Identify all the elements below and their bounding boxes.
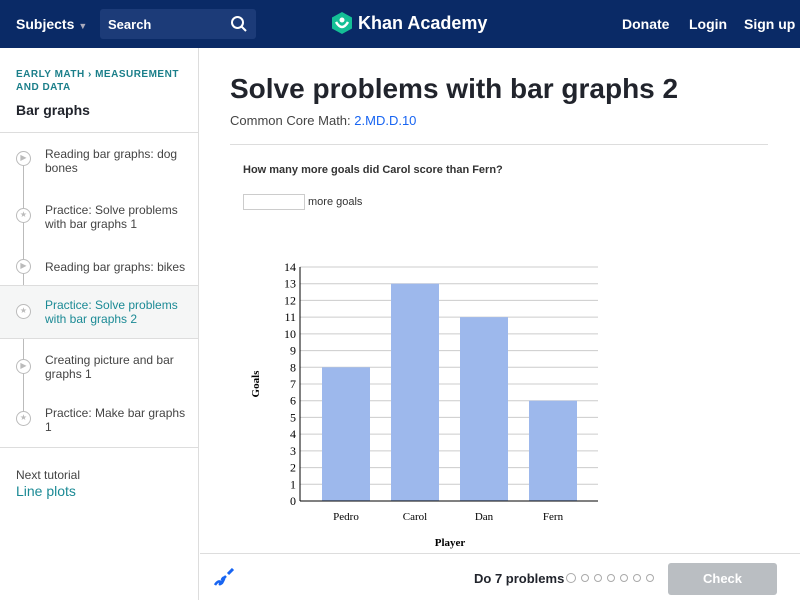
exercise-area: Solve problems with bar graphs 2 Common … [200,48,800,600]
sidebar-item[interactable]: ▶ Creating picture and bar graphs 1 [0,345,198,395]
problem-dots [566,573,654,583]
sidebar-item-active[interactable]: ★ Practice: Solve problems with bar graph… [0,285,198,339]
sidebar-item[interactable]: ★ Practice: Solve problems with bar graph… [0,193,198,243]
chevron-down-icon: ▼ [78,21,88,31]
problem-dot [607,574,615,582]
standard-label: Common Core Math: [230,113,351,128]
subjects-menu[interactable]: Subjects ▼ [16,16,87,32]
tutorial-list: ▶ Reading bar graphs: dog bones ★ Practice… [0,132,199,448]
item-label: Practice: Solve problems with bar graphs… [45,203,178,231]
answer-input[interactable] [243,194,305,210]
login-link[interactable]: Login [689,16,728,32]
problem-dot [633,574,641,582]
search-input[interactable]: Search [100,9,256,39]
item-label: Practice: Make bar graphs 1 [45,406,186,434]
divider [230,144,768,145]
sidebar-item[interactable]: ▶ Reading bar graphs: bikes [0,245,198,295]
next-tutorial-label: Next tutorial [16,468,81,482]
search-icon[interactable] [230,15,248,33]
problem-dot [646,574,654,582]
top-nav: Subjects ▼ Search Khan Academy Donate Log… [0,0,800,48]
exercise-footer: Do 7 problems Check [200,553,800,600]
next-tutorial-link[interactable]: Line plots [16,483,76,499]
play-icon: ▶ [16,359,31,374]
star-icon: ★ [16,304,31,319]
logo-icon [332,12,352,34]
sidebar-item[interactable]: ★ Practice: Make bar graphs 1 [0,395,198,445]
question-text: How many more goals did Carol score than… [243,164,503,176]
play-icon: ▶ [16,259,31,274]
problem-dot [581,574,589,582]
khan-academy-logo[interactable]: Khan Academy [332,12,487,34]
check-button[interactable]: Check [668,563,777,595]
item-label: Reading bar graphs: dog bones [45,147,178,175]
item-label: Creating picture and bar graphs 1 [45,353,174,381]
tutorial-title: Bar graphs [16,102,90,118]
item-label: Practice: Solve problems with bar graphs… [45,298,178,326]
scratchpad-icon[interactable] [213,568,235,588]
search-placeholder: Search [108,17,152,32]
star-icon: ★ [16,411,31,426]
standard-link[interactable]: 2.MD.D.10 [354,113,417,128]
star-icon: ★ [16,208,31,223]
sidebar-item[interactable]: ▶ Reading bar graphs: dog bones [0,143,198,193]
problem-dot [594,574,602,582]
donate-link[interactable]: Donate [622,16,670,32]
answer-unit: more goals [308,196,363,208]
problem-dot [566,573,576,583]
item-label: Reading bar graphs: bikes [45,260,186,274]
progress-label: Do 7 problems [474,571,565,586]
page-title: Solve problems with bar graphs 2 [230,73,679,104]
signup-link[interactable]: Sign up [744,16,796,32]
standard-line: Common Core Math: 2.MD.D.10 [230,113,416,128]
logo-text: Khan Academy [358,12,488,33]
sidebar: EARLY MATH › MEASUREMENT AND DATA Bar gr… [0,48,199,600]
problem-dot [620,574,628,582]
play-icon: ▶ [16,151,31,166]
breadcrumb[interactable]: EARLY MATH › MEASUREMENT AND DATA [16,69,179,93]
subjects-label: Subjects [16,16,75,32]
